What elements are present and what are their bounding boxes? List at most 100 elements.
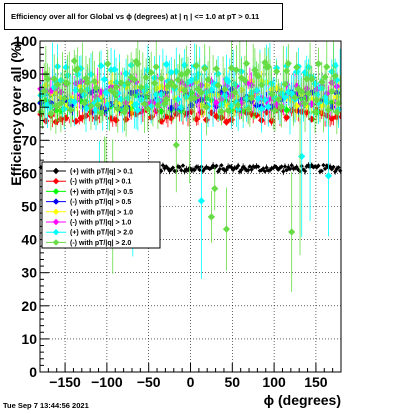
y-tick-label: 100 [14, 33, 38, 49]
legend-marker [52, 218, 60, 226]
data-point [323, 63, 331, 71]
data-point [222, 168, 227, 173]
data-point [294, 164, 299, 170]
data-point [211, 185, 219, 193]
axes: 0 10 20 30 40 50 60 70 80 90 100 −150 −100 −50 0 50 100 1… [8, 33, 342, 408]
legend-marker [52, 239, 60, 246]
data-point [230, 167, 236, 172]
data-point [195, 164, 201, 170]
data-point [180, 163, 186, 168]
data-point [254, 72, 262, 80]
data-point [308, 96, 316, 104]
data-point [333, 76, 341, 84]
data-point [169, 167, 174, 172]
y-tick-label: 10 [21, 331, 37, 347]
data-point [322, 166, 328, 172]
data-point [316, 163, 321, 168]
data-point [204, 164, 209, 170]
data-point [217, 107, 226, 116]
legend-entry: (+) with pT/|q| > 2.0 [46, 229, 133, 237]
legend-entry: (-) with pT/|q| > 2.0 [46, 239, 131, 247]
data-point [279, 164, 284, 169]
y-tick-label: 40 [21, 232, 37, 248]
data-point [298, 152, 306, 160]
title-box: Efficiency over all for Global vs ϕ (deg… [4, 3, 283, 30]
data-point [160, 163, 166, 168]
data-point [170, 165, 176, 170]
x-tick-label: −150 [49, 374, 81, 390]
data-point [164, 164, 169, 169]
data-point [224, 107, 232, 115]
data-point [167, 68, 175, 76]
data-point [174, 76, 182, 84]
data-point [50, 75, 58, 83]
legend-entry: (+) with pT/|q| > 0.5 [46, 188, 133, 196]
legend-label: (+) with pT/|q| > 1.0 [70, 209, 133, 216]
data-point [303, 75, 311, 83]
data-point [74, 65, 82, 73]
data-point [209, 165, 214, 171]
data-point [144, 105, 152, 113]
data-point [232, 66, 241, 74]
data-point [262, 169, 268, 174]
data-point [60, 94, 68, 103]
y-tick-label: 90 [21, 66, 37, 82]
legend-entry: (-) with pT/|q| > 1.0 [46, 218, 131, 227]
data-point [281, 93, 289, 101]
data-point [167, 78, 175, 86]
data-point [288, 228, 296, 236]
data-point [336, 165, 341, 170]
data-point [172, 141, 180, 149]
data-point [314, 99, 323, 107]
legend-entry: (+) with pT/|q| > 1.0 [46, 208, 133, 216]
data-point [278, 103, 286, 111]
x-axis-label: ϕ (degrees) [264, 392, 341, 408]
data-point [177, 164, 182, 170]
data-point [274, 95, 282, 104]
data-point [47, 86, 55, 95]
data-point [327, 164, 333, 169]
data-point [303, 108, 311, 116]
data-point [147, 69, 155, 77]
legend: (+) with pT/|q| > 0.1 (-) with pT/|q| > 0… [41, 161, 161, 249]
data-point [321, 162, 326, 168]
chart-title: Efficiency over all for Global vs ϕ (deg… [11, 12, 260, 21]
data-point [271, 106, 279, 115]
data-point [67, 106, 75, 114]
data-point [182, 70, 190, 78]
y-tick-label: 20 [21, 298, 37, 314]
data-point [62, 114, 70, 122]
data-point [191, 94, 199, 102]
data-point [234, 101, 242, 109]
x-tick-label: 0 [187, 374, 195, 390]
data-point [57, 99, 65, 107]
data-point [334, 99, 343, 107]
data-point [282, 164, 288, 169]
data-point [284, 167, 289, 173]
x-tick-label: 50 [225, 374, 241, 390]
data-point [94, 101, 102, 109]
data-point [281, 80, 289, 88]
data-point [264, 103, 272, 111]
data-point [87, 70, 95, 78]
data-point [192, 115, 200, 123]
y-tick-label: 30 [21, 265, 37, 281]
data-point [245, 168, 251, 173]
series-7 [37, 41, 343, 292]
y-axis-label: Efficiency over all (%) [8, 41, 24, 186]
data-point [318, 78, 326, 86]
data-point [114, 105, 122, 113]
data-point [107, 114, 115, 122]
legend-label: (-) with pT/|q| > 0.5 [70, 199, 131, 206]
footer-date: Tue Sep 7 13:44:56 2021 [3, 401, 89, 410]
legend-entry: (-) with pT/|q| > 0.1 [46, 178, 131, 186]
data-point [164, 82, 172, 90]
data-point [201, 64, 209, 73]
data-point [140, 100, 149, 108]
data-point [171, 82, 179, 91]
data-point [293, 63, 301, 71]
legend-marker [52, 229, 60, 236]
y-tick-label: 70 [21, 132, 37, 148]
data-point [319, 168, 324, 174]
data-point [217, 166, 222, 172]
